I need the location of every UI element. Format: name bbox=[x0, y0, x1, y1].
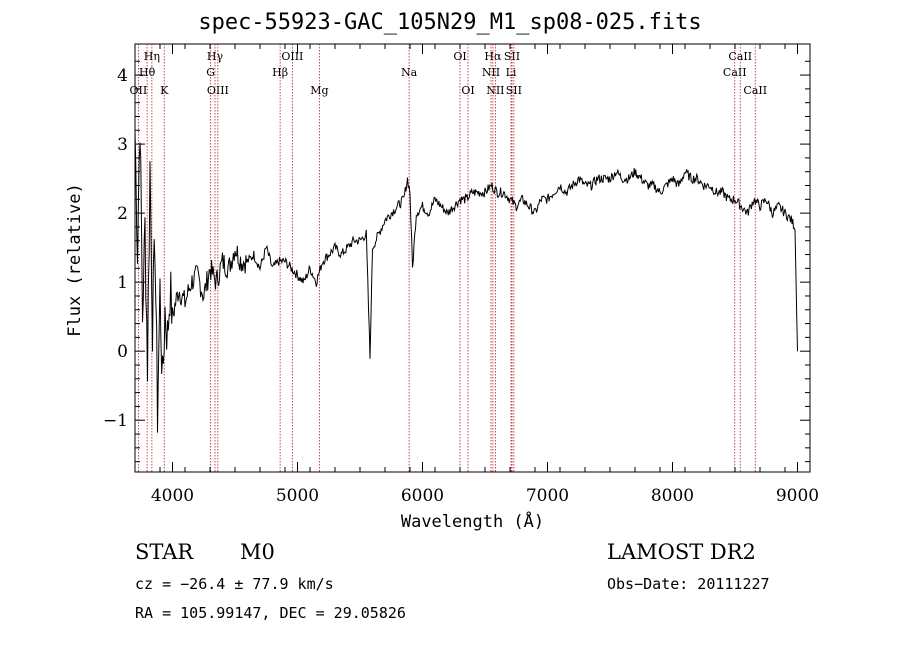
spectrum-line bbox=[134, 130, 798, 433]
y-tick-label: 2 bbox=[117, 204, 128, 224]
spectral-line-label: Hγ bbox=[207, 50, 224, 63]
survey-name: LAMOST DR2 bbox=[607, 540, 756, 564]
spectral-line-label: G bbox=[206, 66, 215, 79]
x-tick-label: 8000 bbox=[651, 486, 694, 506]
y-tick-label: 1 bbox=[117, 273, 128, 293]
x-axis-label: Wavelength (Å) bbox=[400, 512, 545, 532]
spectral-line-label: NII bbox=[482, 66, 500, 79]
redshift-cz: cz = −26.4 ± 77.9 km/s bbox=[135, 575, 334, 593]
y-tick-label: −1 bbox=[103, 411, 128, 431]
spectral-line-label: CaII bbox=[723, 66, 747, 79]
x-tick-label: 9000 bbox=[776, 486, 819, 506]
sky-coordinates: RA = 105.99147, DEC = 29.05826 bbox=[135, 604, 406, 622]
spectral-line-label: Na bbox=[401, 66, 418, 79]
spectral-line-label: Hα bbox=[484, 50, 502, 63]
object-subclass: M0 bbox=[240, 540, 275, 564]
spectral-line-label: Mg bbox=[310, 84, 328, 97]
spectral-line-label: SII bbox=[506, 84, 522, 97]
object-class: STAR bbox=[135, 540, 194, 564]
y-tick-label: 0 bbox=[117, 342, 128, 362]
x-tick-label: 6000 bbox=[401, 486, 444, 506]
spectral-line-label: Hθ bbox=[139, 66, 156, 79]
spectral-line-label: SII bbox=[504, 50, 520, 63]
spectral-line-label: OII bbox=[130, 84, 148, 97]
spectral-line-label: Hη bbox=[144, 50, 160, 63]
spectral-line-label: Li bbox=[506, 66, 517, 79]
x-tick-label: 7000 bbox=[526, 486, 569, 506]
observation-date: Obs−Date: 20111227 bbox=[607, 575, 770, 593]
y-tick-label: 4 bbox=[117, 66, 128, 86]
spectral-line-label: NII bbox=[486, 84, 504, 97]
spectral-line-label: OIII bbox=[281, 50, 303, 63]
chart-title: spec-55923-GAC_105N29_M1_sp08-025.fits bbox=[198, 10, 702, 35]
y-axis-label: Flux (relative) bbox=[65, 183, 85, 337]
spectral-line-label: CaII bbox=[743, 84, 767, 97]
spectral-line-label: OIII bbox=[207, 84, 229, 97]
spectral-line-label: K bbox=[160, 84, 169, 97]
spectral-line-label: Hβ bbox=[272, 66, 288, 79]
plot-frame bbox=[134, 43, 811, 473]
spectral-line-label: OI bbox=[461, 84, 474, 97]
y-tick-label: 3 bbox=[117, 135, 128, 155]
x-tick-label: 4000 bbox=[151, 486, 194, 506]
x-tick-label: 5000 bbox=[276, 486, 319, 506]
spectral-line-label: OI bbox=[453, 50, 466, 63]
spectral-line-label: CaII bbox=[728, 50, 752, 63]
